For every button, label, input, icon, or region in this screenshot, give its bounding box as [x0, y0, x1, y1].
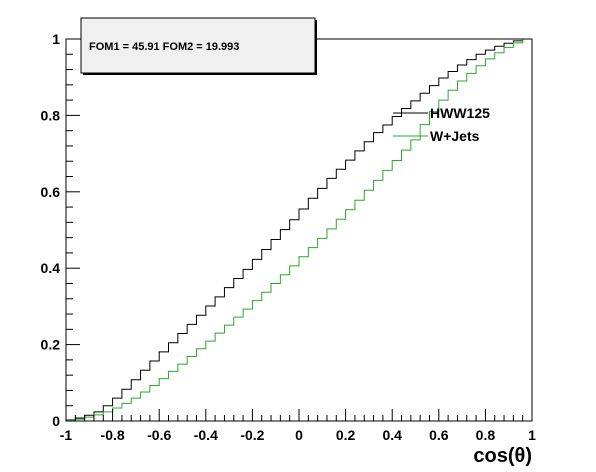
y-tick-label: 0.4: [41, 260, 61, 276]
y-tick-label: 0.8: [41, 107, 61, 123]
fom-text: FOM1 = 45.91 FOM2 = 19.993: [89, 41, 239, 53]
series-layer: [65, 38, 532, 421]
y-tick-label: 1: [52, 31, 60, 47]
fom-box: FOM1 = 45.91 FOM2 = 19.993: [80, 17, 317, 75]
axis-layer: -1 -0.8 -0.6 -0.4 -0.2 0 0.2 0.4 0.6 0.8 1 0 0.2 0.4 0…: [41, 31, 537, 443]
x-tick-label: -0.4: [194, 427, 218, 443]
legend-label-wjets: W+Jets: [430, 128, 480, 144]
x-tick-label: -0.2: [240, 427, 264, 443]
y-tick-label: 0.2: [41, 337, 61, 353]
x-tick-label: 0: [295, 427, 303, 443]
y-tick-label: 0: [52, 413, 60, 429]
x-tick-label: 0.2: [336, 427, 356, 443]
series-line-wjets: [65, 38, 532, 421]
x-tick-label: -0.8: [101, 427, 125, 443]
fom-box-panel: [80, 17, 316, 74]
y-tick-label: 0.6: [41, 184, 61, 200]
x-tick-label: 0.8: [476, 427, 496, 443]
x-tick-label: 0.4: [382, 427, 402, 443]
x-axis-title: cos(θ): [473, 445, 532, 467]
x-tick-label: -0.6: [147, 427, 171, 443]
legend-label-hww125: HWW125: [430, 105, 490, 121]
x-tick-label: 1: [528, 427, 536, 443]
series-line-hww125: [65, 38, 532, 421]
x-tick-label: -1: [60, 427, 73, 443]
x-tick-label: 0.6: [429, 427, 449, 443]
legend: HWW125 W+Jets: [393, 105, 490, 144]
